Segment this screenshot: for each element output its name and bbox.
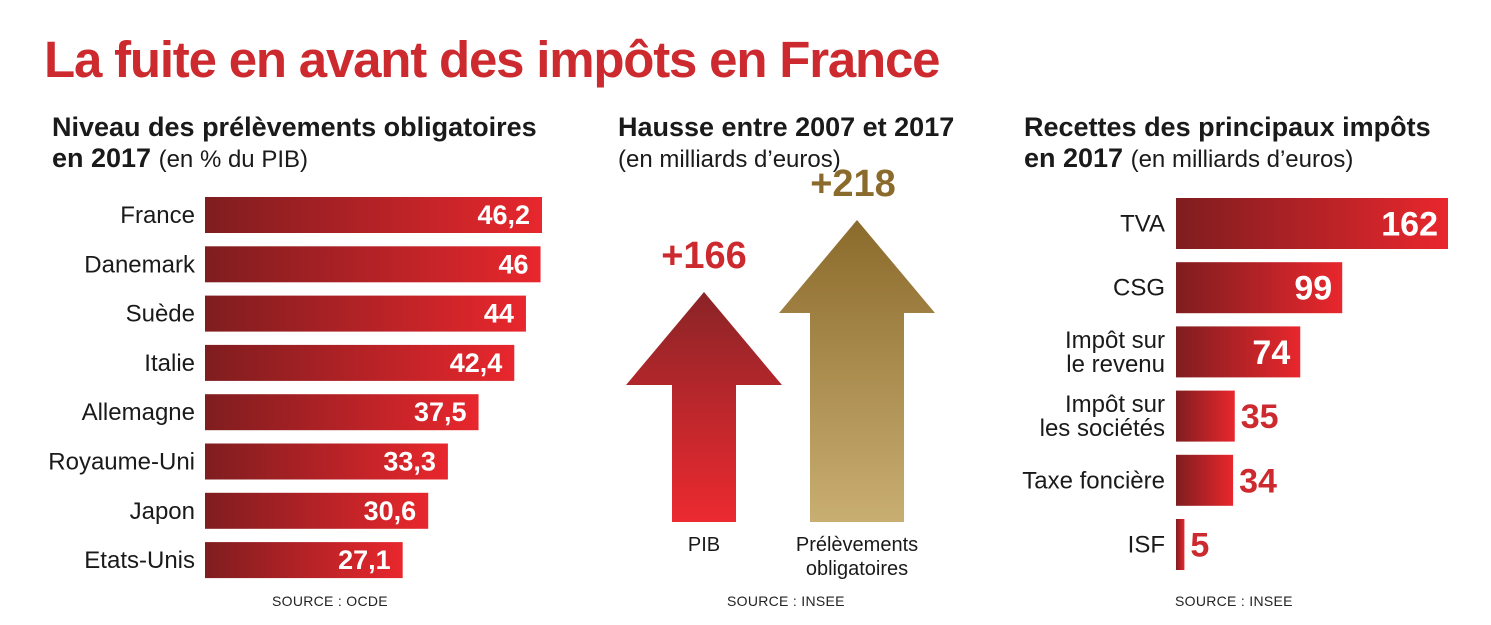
value-taxe-fonciere: 34	[1239, 462, 1277, 500]
bar-etats-unis	[205, 542, 403, 579]
main-title: La fuite en avant des impôts en France	[44, 31, 941, 88]
bar-tva	[1176, 198, 1448, 249]
value-royaume-uni: 33,3	[383, 447, 436, 477]
label-isf: ISF	[1128, 532, 1165, 559]
bar-france	[205, 197, 542, 233]
value-impot-sur-les-societes: 35	[1241, 398, 1279, 436]
label-danemark: Danemark	[84, 251, 196, 278]
label-royaume-uni: Royaume-Uni	[48, 449, 195, 476]
value-etats-unis: 27,1	[338, 545, 391, 575]
value-prelevements-obligatoires: +218	[810, 163, 896, 205]
panel3-title-line1: Recettes des principaux impôts	[1024, 112, 1431, 142]
label-impot-sur-les-societes-line2: les sociétés	[1040, 415, 1165, 442]
panel3-source: SOURCE : INSEE	[1175, 593, 1293, 609]
arrow-prelevements-obligatoires	[779, 220, 935, 522]
value-csg: 99	[1294, 270, 1332, 308]
panel-prelevements-pib: Niveau des prélèvements obligatoires en …	[0, 0, 590, 625]
bar-impot-sur-le-revenu	[1176, 326, 1301, 378]
panel-hausse-2007-2017: Hausse entre 2007 et 2017 (en milliards …	[600, 0, 1000, 625]
panel1-source: SOURCE : OCDE	[272, 593, 388, 609]
bar-csg	[1176, 262, 1343, 314]
value-japon: 30,6	[364, 496, 417, 526]
label-taxe-fonciere: Taxe foncière	[1022, 467, 1165, 494]
value-isf: 5	[1190, 527, 1209, 565]
chart-prelevements-pib: France 46,2 Danemark 46 Suède 44 Italie 42,4 All…	[48, 197, 542, 579]
bar-taxe-fonciere	[1176, 454, 1234, 506]
label-japon: Japon	[130, 498, 195, 525]
panel3-title-unit: (en milliards d’euros)	[1130, 146, 1354, 173]
value-impot-sur-le-revenu: 74	[1252, 334, 1290, 372]
label-pib-line1: PIB	[688, 534, 720, 556]
value-france: 46,2	[477, 200, 530, 230]
bar-impot-sur-les-societes	[1176, 390, 1235, 442]
label-impot-sur-le-revenu-line2: le revenu	[1066, 351, 1165, 378]
label-france: France	[120, 202, 195, 229]
bar-italie	[205, 344, 515, 381]
bar-isf	[1176, 519, 1185, 570]
panel1-title-line1: Niveau des prélèvements obligatoires	[52, 112, 537, 142]
bar-allemagne	[205, 394, 479, 431]
panel2-title-line1: Hausse entre 2007 et 2017	[618, 112, 955, 142]
value-danemark: 46	[498, 249, 528, 279]
label-italie: Italie	[144, 350, 195, 377]
bar-danemark	[205, 246, 541, 283]
panel2-title-unit: (en milliards d’euros)	[618, 146, 841, 173]
panel1-title-line2: en 2017	[52, 143, 152, 173]
label-prelevements-obligatoires-line2: obligatoires	[806, 558, 908, 580]
arrow-pib	[626, 292, 782, 522]
panel2-title: Hausse entre 2007 et 2017 (en milliards …	[618, 112, 954, 175]
value-pib: +166	[661, 235, 747, 277]
bar-japon	[205, 492, 429, 529]
panel-recettes-impots: Recettes des principaux impôts en 2017 (…	[1000, 0, 1491, 625]
value-suede: 44	[484, 299, 514, 329]
label-prelevements-obligatoires-line1: Prélèvements	[796, 534, 918, 556]
bar-suede	[205, 295, 526, 332]
label-etats-unis: Etats-Unis	[84, 547, 195, 574]
panel3-title: Recettes des principaux impôts en 2017 (…	[1024, 112, 1431, 175]
bar-royaume-uni	[205, 443, 448, 480]
label-allemagne: Allemagne	[82, 399, 195, 426]
panel1-title-unit: (en % du PIB)	[158, 146, 308, 173]
panel1-title: Niveau des prélèvements obligatoires en …	[52, 112, 537, 175]
value-italie: 42,4	[450, 348, 503, 378]
value-allemagne: 37,5	[414, 397, 467, 427]
panel2-source: SOURCE : INSEE	[727, 593, 845, 609]
label-tva: TVA	[1120, 211, 1165, 238]
panel3-title-line2: en 2017	[1024, 143, 1124, 173]
label-impot-sur-le-revenu-line1: Impôt sur	[1065, 327, 1165, 354]
label-suede: Suède	[126, 301, 195, 328]
value-tva: 162	[1381, 206, 1438, 244]
label-impot-sur-les-societes-line1: Impôt sur	[1065, 391, 1165, 418]
label-csg: CSG	[1113, 275, 1165, 302]
